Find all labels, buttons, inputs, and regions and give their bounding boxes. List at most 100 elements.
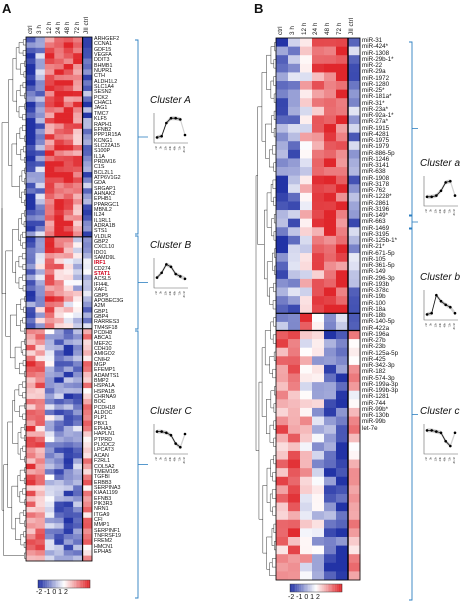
heatmap-cell xyxy=(300,330,313,340)
heatmap-cell xyxy=(54,134,65,140)
heatmap-cell xyxy=(26,474,36,481)
profile-x-label: 12h xyxy=(433,208,437,213)
profile-point xyxy=(453,311,457,315)
heatmap-cell xyxy=(35,301,46,308)
heatmap-cell xyxy=(54,361,65,367)
gene-label: ADAMTS1 xyxy=(94,372,120,379)
heatmap-cell xyxy=(300,493,313,503)
dendrogram-branch xyxy=(12,58,17,102)
heatmap-cell xyxy=(26,544,36,551)
heatmap-cell xyxy=(336,382,349,392)
heatmap-cell xyxy=(54,145,65,151)
heatmap-cell xyxy=(300,382,313,392)
heatmap-cell xyxy=(44,317,55,324)
heatmap-cell xyxy=(26,64,36,70)
heatmap-cell xyxy=(73,101,83,108)
gene-label: TGFBI xyxy=(94,474,110,481)
heatmap-cell xyxy=(26,226,36,232)
heatmap-cell xyxy=(54,517,65,524)
heatmap-cell xyxy=(35,296,46,303)
heatmap-cell xyxy=(324,304,337,314)
heatmap-cell xyxy=(63,415,74,421)
heatmap-cell xyxy=(54,371,65,378)
heatmap-cell xyxy=(35,172,46,178)
heatmap-cell xyxy=(44,371,55,378)
heatmap-cell xyxy=(63,350,74,357)
heatmap-cell xyxy=(324,442,337,452)
heatmap-cell xyxy=(82,388,93,394)
gene-label: HSPA1B xyxy=(94,388,115,395)
heatmap-cell xyxy=(26,123,36,130)
heatmap-cell xyxy=(35,118,46,124)
heatmap-cell xyxy=(73,479,83,486)
heatmap-cell xyxy=(63,91,74,97)
gene-label: KLF5 xyxy=(94,116,107,123)
heatmap-cell xyxy=(54,53,65,59)
heatmap-cell xyxy=(44,69,55,76)
dendrogram-branch xyxy=(24,467,26,474)
heatmap-cell xyxy=(300,485,313,495)
heatmap-cell xyxy=(312,158,325,168)
panel-b-color-legend xyxy=(289,583,343,593)
profile-point xyxy=(174,442,177,445)
heatmap-cell xyxy=(312,416,325,426)
profile-x-label: 12h xyxy=(433,322,437,327)
heatmap-cell xyxy=(312,339,325,349)
heatmap-cell xyxy=(73,161,83,167)
heatmap-cell xyxy=(26,479,36,486)
mirna-label: miR-18a xyxy=(362,305,386,313)
heatmap-cell xyxy=(44,388,55,394)
heatmap-cell xyxy=(82,512,93,519)
profile-point xyxy=(179,275,182,278)
dendrogram-branch xyxy=(266,192,272,228)
cluster-b-profile-plot: ctrl 3h 12h 24h 48h 72h JII ctrl xyxy=(153,258,188,298)
heatmap-cell xyxy=(26,96,36,103)
profile-point xyxy=(439,189,443,193)
heatmap-cell xyxy=(63,409,74,416)
heatmap-cell xyxy=(35,80,46,86)
dendrogram-branch xyxy=(22,82,26,89)
heatmap-cell xyxy=(44,74,55,81)
heatmap-cell xyxy=(348,425,361,435)
heatmap-cell xyxy=(63,361,74,367)
heatmap-cell xyxy=(54,506,65,513)
profile-x-label: 48h xyxy=(443,456,447,461)
heatmap-cell xyxy=(44,339,55,346)
gene-label: BOC xyxy=(94,399,106,406)
heatmap-cell xyxy=(312,55,325,65)
heatmap-cell xyxy=(312,218,325,228)
heatmap-cell xyxy=(54,436,65,443)
heatmap-cell xyxy=(73,290,83,297)
heatmap-cell xyxy=(54,69,65,76)
heatmap-cell xyxy=(82,42,93,49)
heatmap-cell xyxy=(336,158,349,168)
profile-x-label: 48h xyxy=(173,290,177,295)
heatmap-cell xyxy=(336,278,349,288)
heatmap-cell xyxy=(35,463,46,470)
heatmap-cell xyxy=(73,393,83,400)
heatmap-cell xyxy=(54,523,65,529)
heatmap-cell xyxy=(35,134,46,140)
heatmap-cell xyxy=(82,188,93,194)
heatmap-cell xyxy=(300,89,313,99)
heatmap-cell xyxy=(276,528,289,538)
heatmap-cell xyxy=(324,390,337,400)
heatmap-cell xyxy=(63,128,74,135)
heatmap-cell xyxy=(73,523,83,529)
heatmap-cell xyxy=(324,63,337,73)
heatmap-cell xyxy=(276,149,289,159)
dendrogram-branch xyxy=(255,175,259,451)
heatmap-cell xyxy=(276,399,289,409)
mirna-label: miR-140-5p xyxy=(362,318,395,326)
heatmap-cell xyxy=(63,436,74,443)
heatmap-cell xyxy=(312,321,325,331)
heatmap-cell xyxy=(26,182,36,189)
heatmap-cell xyxy=(44,269,55,275)
heatmap-cell xyxy=(26,539,36,546)
heatmap-cell xyxy=(54,463,65,470)
heatmap-cell xyxy=(312,502,325,512)
panel-a-heatmap xyxy=(25,36,93,562)
profile-point xyxy=(444,439,447,443)
gene-label: EPHA5 xyxy=(94,549,112,555)
heatmap-cell xyxy=(73,112,83,119)
